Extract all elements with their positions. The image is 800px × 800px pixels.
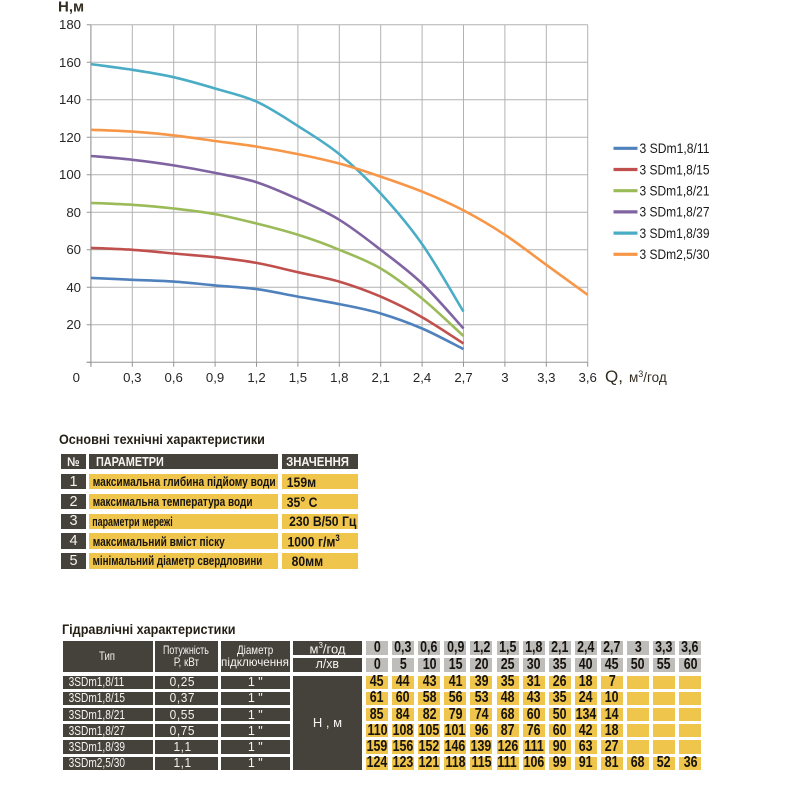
svg-text:100: 100 <box>59 167 81 182</box>
svg-text:3,3: 3,3 <box>537 370 555 385</box>
svg-text:3 SDm1,8/21: 3 SDm1,8/21 <box>640 184 710 199</box>
svg-text:0,6: 0,6 <box>165 370 183 385</box>
svg-text:3,6: 3,6 <box>579 370 597 385</box>
svg-text:3 SDm2,5/30: 3 SDm2,5/30 <box>640 247 710 262</box>
svg-text:3 SDm1,8/11: 3 SDm1,8/11 <box>640 141 710 156</box>
svg-text:3 SDm1,8/15: 3 SDm1,8/15 <box>640 162 710 177</box>
svg-text:60: 60 <box>66 242 81 257</box>
svg-text:140: 140 <box>59 92 81 107</box>
svg-text:40: 40 <box>66 280 81 295</box>
svg-text:3 SDm1,8/39: 3 SDm1,8/39 <box>640 226 710 241</box>
svg-text:2,4: 2,4 <box>413 370 431 385</box>
svg-text:160: 160 <box>59 55 81 70</box>
svg-text:0,3: 0,3 <box>123 370 141 385</box>
svg-text:2,1: 2,1 <box>372 370 390 385</box>
svg-text:2,7: 2,7 <box>454 370 472 385</box>
svg-text:0,9: 0,9 <box>206 370 224 385</box>
svg-text:1,5: 1,5 <box>289 370 307 385</box>
svg-text:120: 120 <box>59 130 81 145</box>
svg-text:80: 80 <box>66 205 81 220</box>
svg-text:Н,м: Н,м <box>58 0 84 15</box>
svg-text:3: 3 <box>501 370 508 385</box>
svg-text:20: 20 <box>66 317 81 332</box>
svg-text:1,2: 1,2 <box>247 370 265 385</box>
svg-text:3 SDm1,8/27: 3 SDm1,8/27 <box>640 205 710 220</box>
svg-text:180: 180 <box>59 17 81 32</box>
svg-text:0: 0 <box>73 370 80 385</box>
svg-text:Q,м3/год: Q, м3/год <box>605 367 667 386</box>
svg-text:1,8: 1,8 <box>330 370 348 385</box>
